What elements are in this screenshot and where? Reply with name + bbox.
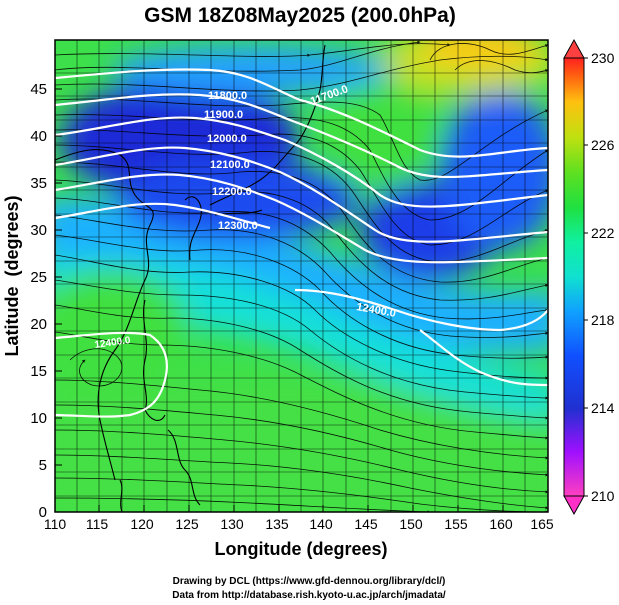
x-tick-115: 115 bbox=[86, 516, 109, 532]
map-title: GSM 18Z08May2025 (200.0hPa) bbox=[144, 4, 456, 27]
colorbar: 230 226 222 218 214 210 bbox=[563, 38, 615, 516]
y-axis-label: Latitude (degrees) bbox=[2, 195, 22, 356]
colorbar-tick-226: 226 bbox=[591, 137, 615, 153]
contour-label-11800: 11800.0 bbox=[208, 90, 247, 102]
colorbar-bottom-arrow bbox=[563, 495, 585, 516]
contour-label-11900: 11900.0 bbox=[204, 109, 243, 121]
x-tick-110: 110 bbox=[44, 516, 67, 532]
height-contours bbox=[55, 68, 548, 418]
x-axis: 110 115 120 125 130 135 140 145 150 155 … bbox=[44, 505, 554, 559]
contour-label-12400-west: 12400.0 bbox=[94, 335, 132, 351]
contour-label-12000: 12000.0 bbox=[207, 133, 247, 145]
x-tick-125: 125 bbox=[175, 516, 199, 532]
colorbar-top-arrow bbox=[563, 38, 585, 59]
y-axis: 0 5 10 15 20 25 30 35 40 45 Latitude (de… bbox=[2, 81, 62, 521]
colorbar-tick-210: 210 bbox=[591, 488, 615, 504]
colorbar-tick-230: 230 bbox=[591, 50, 615, 66]
y-tick-25: 25 bbox=[30, 269, 47, 286]
plot-frame bbox=[54, 39, 549, 513]
x-axis-label: Longitude (degrees) bbox=[214, 539, 387, 559]
y-tick-5: 5 bbox=[39, 457, 47, 474]
contour-label-12200: 12200.0 bbox=[212, 186, 252, 198]
y-tick-15: 15 bbox=[30, 363, 47, 380]
credit-drawing: Drawing by DCL (https://www.gfd-dennou.o… bbox=[173, 576, 446, 587]
y-tick-45: 45 bbox=[30, 81, 47, 98]
y-tick-40: 40 bbox=[30, 128, 47, 145]
wind-streamlines bbox=[55, 40, 548, 512]
contour-label-12300: 12300.0 bbox=[218, 220, 258, 232]
colorbar-tick-222: 222 bbox=[591, 225, 615, 241]
y-tick-35: 35 bbox=[30, 175, 47, 192]
x-tick-165: 165 bbox=[530, 516, 554, 532]
y-tick-20: 20 bbox=[30, 316, 47, 333]
credit-data: Data from http://database.rish.kyoto-u.a… bbox=[172, 590, 446, 601]
x-tick-155: 155 bbox=[444, 516, 468, 532]
contour-label-12100: 12100.0 bbox=[210, 159, 250, 171]
x-tick-150: 150 bbox=[399, 516, 423, 532]
x-tick-140: 140 bbox=[309, 516, 333, 532]
colorbar-tick-218: 218 bbox=[591, 312, 615, 328]
y-tick-10: 10 bbox=[30, 410, 47, 427]
x-tick-160: 160 bbox=[489, 516, 513, 532]
x-tick-135: 135 bbox=[265, 516, 289, 532]
coastlines bbox=[55, 44, 326, 512]
y-tick-30: 30 bbox=[30, 222, 47, 239]
x-tick-120: 120 bbox=[130, 516, 154, 532]
x-tick-130: 130 bbox=[220, 516, 244, 532]
temperature-field: 11700.0 11800.0 11900.0 12000.0 12100.0 … bbox=[55, 40, 548, 512]
colorbar-tick-214: 214 bbox=[591, 400, 615, 416]
y-tick-0: 0 bbox=[39, 504, 47, 521]
x-tick-145: 145 bbox=[354, 516, 378, 532]
colorbar-scale bbox=[563, 57, 585, 497]
